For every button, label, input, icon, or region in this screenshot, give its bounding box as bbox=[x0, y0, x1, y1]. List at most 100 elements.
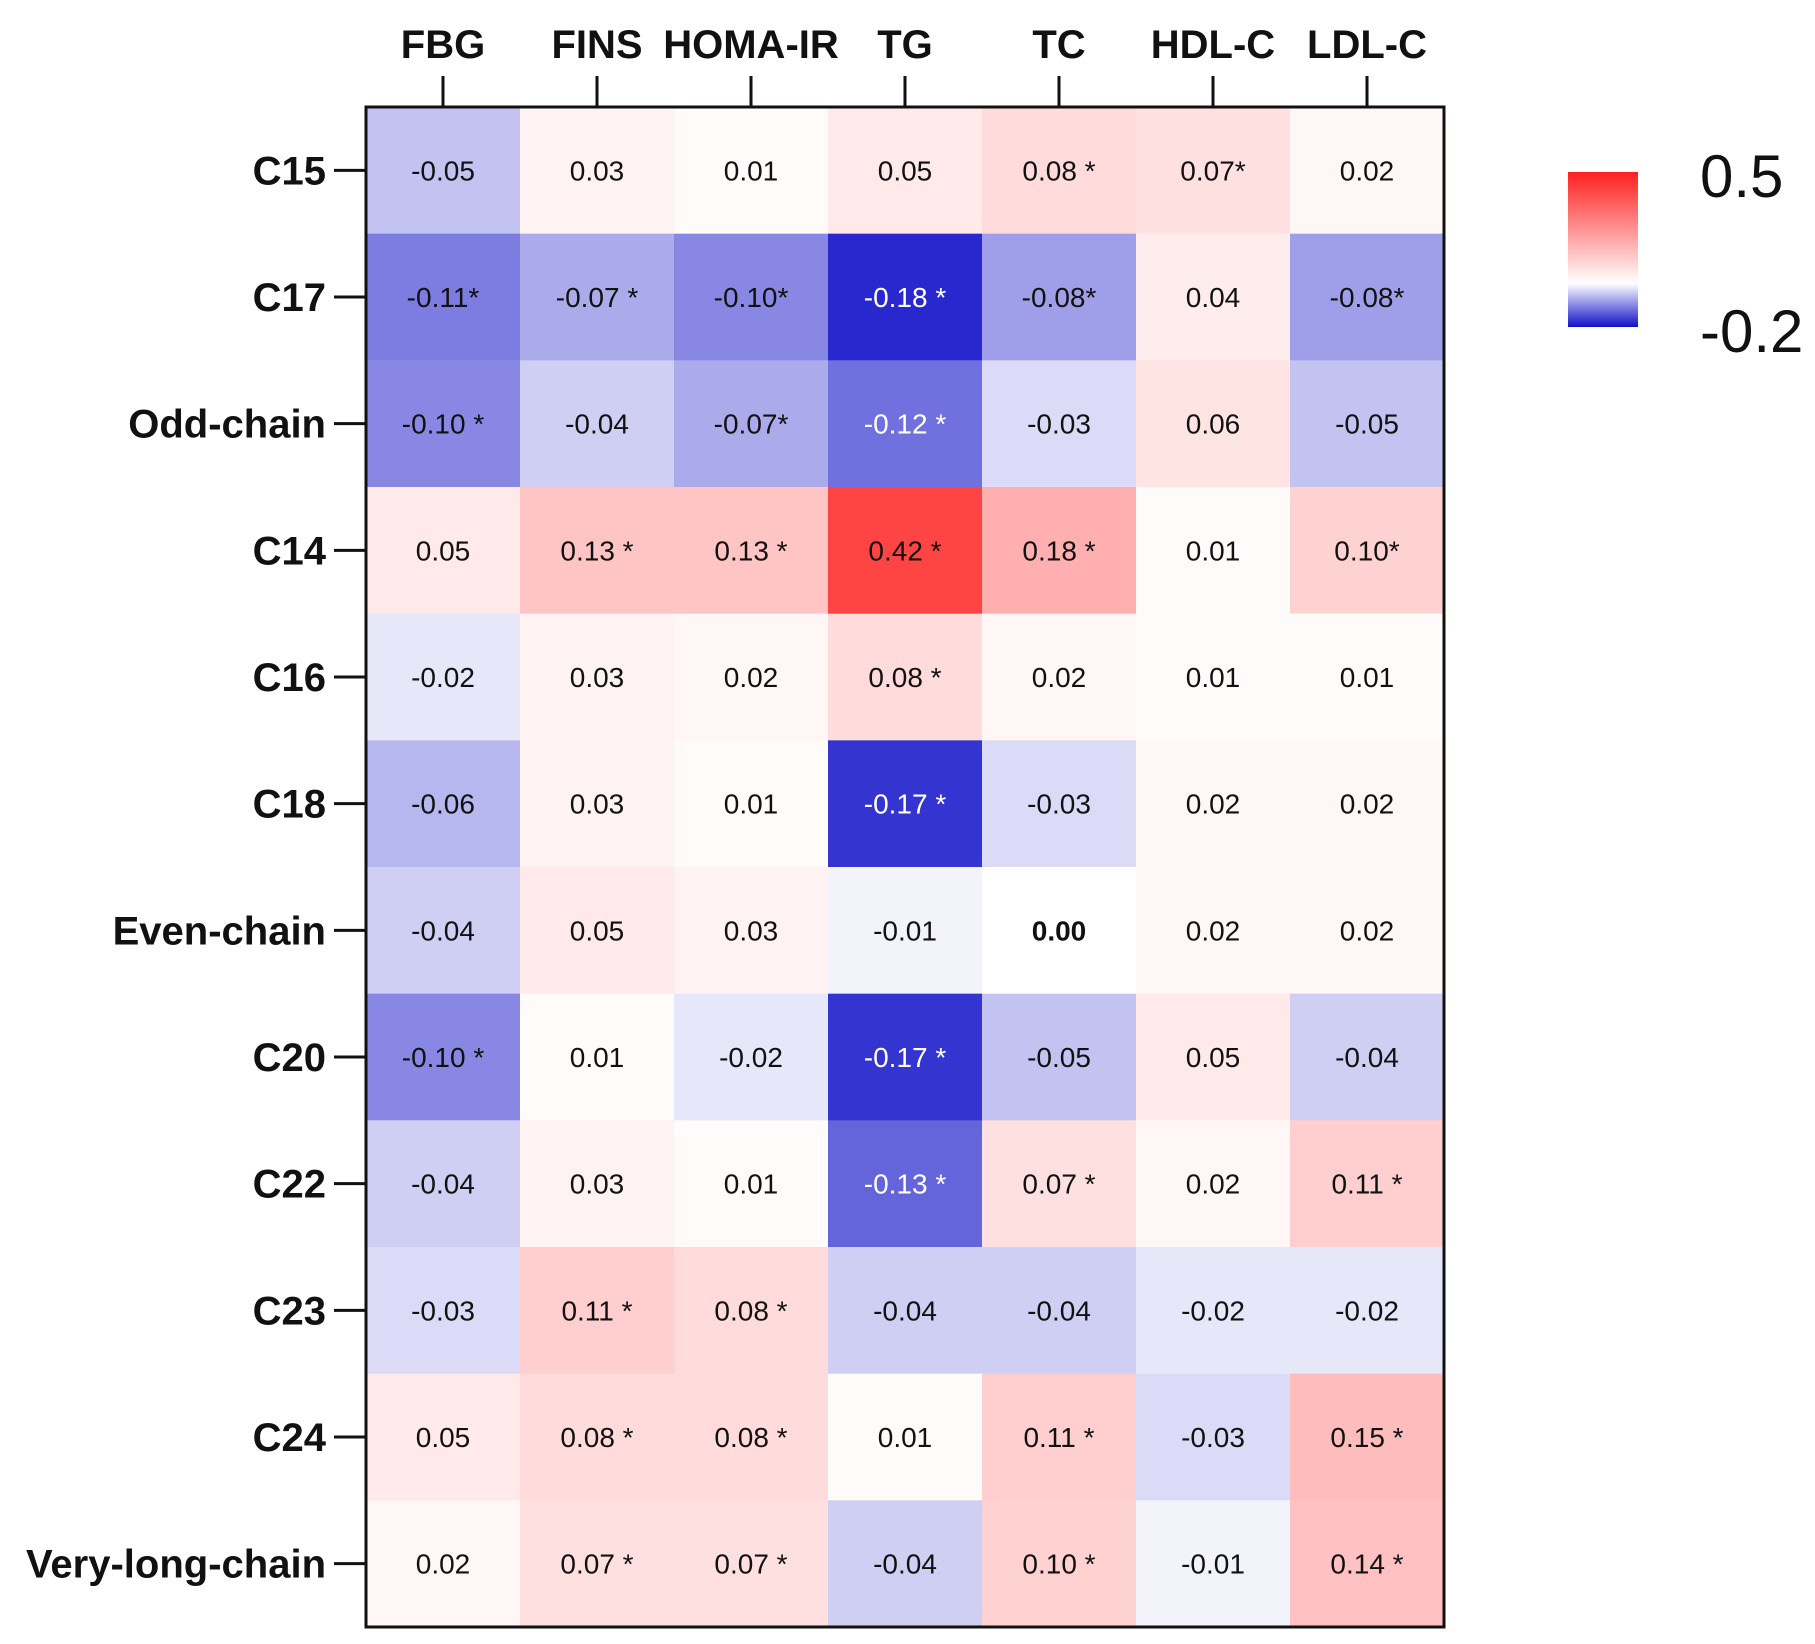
heatmap-cell bbox=[1136, 993, 1291, 1121]
heatmap-cell bbox=[982, 740, 1137, 868]
row-label: C17 bbox=[253, 276, 326, 320]
heatmap-cell bbox=[1290, 613, 1445, 741]
heatmap-cell bbox=[674, 233, 829, 361]
cell-value-label: 0.03 bbox=[570, 155, 625, 186]
heatmap-cell bbox=[828, 1373, 983, 1501]
column-label: TC bbox=[1032, 23, 1085, 67]
cell-value-label: -0.05 bbox=[1335, 409, 1399, 440]
cell-value-label: 0.02 bbox=[1186, 915, 1241, 946]
heatmap-cell bbox=[366, 360, 521, 488]
heatmap-cell bbox=[1136, 1120, 1291, 1248]
heatmap-cell bbox=[520, 487, 675, 615]
cell-value-label: -0.02 bbox=[411, 662, 475, 693]
cell-value-label: 0.03 bbox=[570, 662, 625, 693]
cell-value-label: 0.05 bbox=[570, 915, 625, 946]
heatmap-cell bbox=[828, 1500, 983, 1628]
cell-value-label: 0.07 * bbox=[1022, 1169, 1095, 1200]
heatmap-cell bbox=[1136, 1500, 1291, 1628]
heatmap-cell bbox=[520, 1373, 675, 1501]
heatmap-cell bbox=[828, 233, 983, 361]
cell-value-label: 0.06 bbox=[1186, 409, 1241, 440]
heatmap-cell bbox=[674, 740, 829, 868]
cell-value-label: 0.07 * bbox=[714, 1549, 787, 1580]
cell-value-label: 0.01 bbox=[878, 1422, 933, 1453]
heatmap-cell bbox=[982, 1373, 1137, 1501]
cell-value-label: 0.01 bbox=[570, 1042, 625, 1073]
column-label: HOMA-IR bbox=[663, 23, 839, 67]
heatmap-cell bbox=[1290, 1247, 1445, 1375]
cell-value-label: 0.08 * bbox=[1022, 155, 1095, 186]
heatmap-cell bbox=[828, 107, 983, 235]
cell-value-label: 0.05 bbox=[416, 535, 471, 566]
cell-value-label: 0.02 bbox=[1340, 915, 1395, 946]
cell-value-label: -0.17 * bbox=[864, 789, 947, 820]
cell-value-label: 0.01 bbox=[1340, 662, 1395, 693]
cell-value-label: -0.04 bbox=[873, 1295, 937, 1326]
cell-value-label: -0.10* bbox=[714, 282, 789, 313]
heatmap-cell bbox=[520, 1500, 675, 1628]
heatmap-cell bbox=[1136, 487, 1291, 615]
cell-value-label: 0.01 bbox=[724, 1169, 779, 1200]
cell-value-label: -0.02 bbox=[1181, 1295, 1245, 1326]
cell-value-label: 0.02 bbox=[1186, 789, 1241, 820]
cell-value-label: 0.05 bbox=[416, 1422, 471, 1453]
cell-value-label: -0.04 bbox=[565, 409, 629, 440]
heatmap-cell bbox=[1136, 1373, 1291, 1501]
heatmap-cell bbox=[1290, 867, 1445, 995]
heatmap-cell bbox=[674, 1247, 829, 1375]
cell-value-label: -0.01 bbox=[873, 915, 937, 946]
heatmap-cell bbox=[366, 1500, 521, 1628]
legend-min-label: -0.2 bbox=[1700, 298, 1803, 365]
row-label: C20 bbox=[253, 1036, 326, 1080]
row-label: C22 bbox=[253, 1163, 326, 1207]
heatmap-cell bbox=[674, 613, 829, 741]
heatmap-cell bbox=[366, 1120, 521, 1248]
heatmap-cell bbox=[1290, 993, 1445, 1121]
heatmap-cell bbox=[982, 487, 1137, 615]
heatmap-cell bbox=[982, 867, 1137, 995]
heatmap-cell bbox=[520, 360, 675, 488]
cell-value-label: 0.02 bbox=[724, 662, 779, 693]
cell-value-label: -0.01 bbox=[1181, 1549, 1245, 1580]
heatmap-cell bbox=[1290, 360, 1445, 488]
cell-value-label: 0.18 * bbox=[1022, 535, 1095, 566]
cell-value-label: -0.04 bbox=[411, 1169, 475, 1200]
cell-value-label: 0.42 * bbox=[868, 535, 941, 566]
cell-value-label: 0.07 * bbox=[560, 1549, 633, 1580]
heatmap-cell bbox=[1290, 1373, 1445, 1501]
heatmap-cell bbox=[982, 1500, 1137, 1628]
heatmap-cell bbox=[828, 487, 983, 615]
cell-value-label: 0.05 bbox=[878, 155, 933, 186]
cell-value-label: -0.10 * bbox=[402, 409, 485, 440]
cell-value-label: -0.04 bbox=[1027, 1295, 1091, 1326]
heatmap-cell bbox=[982, 360, 1137, 488]
heatmap-cell bbox=[1136, 360, 1291, 488]
cell-value-label: -0.04 bbox=[1335, 1042, 1399, 1073]
heatmap-cell bbox=[366, 740, 521, 868]
heatmap-cell bbox=[982, 233, 1137, 361]
heatmap-cells: -0.05 0.03 0.01 0.05 0.08 * 0.07* 0.02 -0.11* -0… bbox=[366, 107, 1445, 1628]
heatmap-cell bbox=[982, 1120, 1137, 1248]
heatmap-cell bbox=[828, 360, 983, 488]
cell-value-label: 0.01 bbox=[724, 789, 779, 820]
row-label: C14 bbox=[253, 529, 327, 573]
cell-value-label: -0.08* bbox=[1022, 282, 1097, 313]
heatmap-cell bbox=[674, 867, 829, 995]
heatmap-cell bbox=[674, 1120, 829, 1248]
color-scale-bar bbox=[1568, 172, 1638, 327]
cell-value-label: 0.08 * bbox=[714, 1422, 787, 1453]
cell-value-label: -0.03 bbox=[1027, 789, 1091, 820]
heatmap-cell bbox=[674, 1500, 829, 1628]
column-label: HDL-C bbox=[1151, 23, 1275, 67]
heatmap-cell bbox=[1136, 1247, 1291, 1375]
cell-value-label: -0.03 bbox=[1027, 409, 1091, 440]
heatmap-cell bbox=[674, 993, 829, 1121]
cell-value-label: -0.02 bbox=[1335, 1295, 1399, 1326]
cell-value-label: 0.03 bbox=[570, 1169, 625, 1200]
cell-value-label: 0.11 * bbox=[561, 1295, 632, 1326]
cell-value-label: 0.08 * bbox=[868, 662, 941, 693]
cell-value-label: 0.02 bbox=[1032, 662, 1087, 693]
heatmap-axes: FBG FINS HOMA-IR TG TC HDL-C LDL-C C15 C17 Odd-ch… bbox=[26, 23, 1427, 1587]
heatmap-cell bbox=[520, 613, 675, 741]
heatmap-cell bbox=[1290, 233, 1445, 361]
